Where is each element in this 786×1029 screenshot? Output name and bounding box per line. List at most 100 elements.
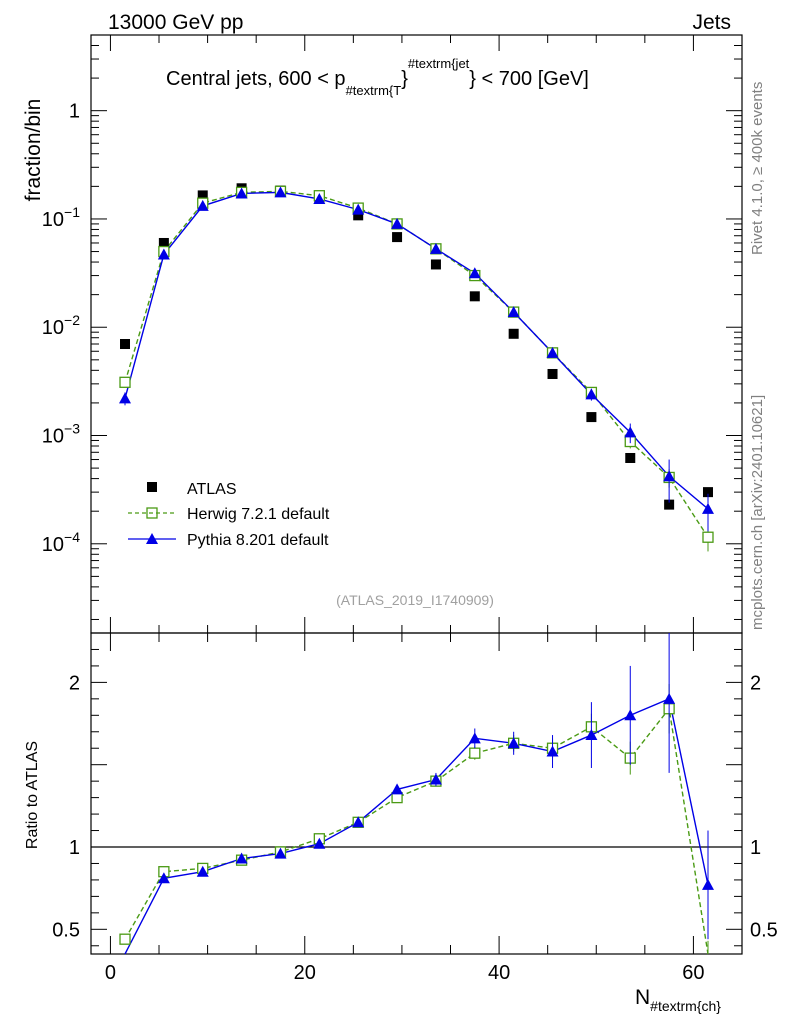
ratio-pythia-point xyxy=(507,737,520,749)
ratio-pythia-point xyxy=(624,709,637,721)
main-atlas-point xyxy=(120,339,131,350)
ratio-herwig-point xyxy=(119,933,131,945)
main-y-axis-label: fraction/bin xyxy=(22,99,45,202)
main-pythia-point xyxy=(313,192,326,204)
ratio-axis-ticks xyxy=(91,632,742,954)
main-pythia-point xyxy=(701,502,714,514)
side-label-rivet: Rivet 4.1.0, ≥ 400k events xyxy=(749,82,766,255)
main-atlas-point xyxy=(469,291,480,302)
main-pythia-point xyxy=(352,203,365,215)
main-atlas-point xyxy=(430,259,441,270)
ratio-pythia-point xyxy=(157,872,170,884)
main-pythia-point xyxy=(235,187,248,199)
main-y-tick-label: 10−3 xyxy=(42,421,80,448)
ratio-pythia-point xyxy=(391,783,404,795)
main-pythia-point xyxy=(546,346,559,358)
ratio-pythia-point xyxy=(663,692,676,704)
ratio-y-tick-labels-right: 0.5 1 2 xyxy=(750,672,778,941)
main-herwig-point xyxy=(702,531,714,543)
legend-atlas-marker xyxy=(147,482,157,492)
ratio-x-tick-label: 20 xyxy=(294,962,316,984)
main-y-tick-label: 10−2 xyxy=(42,312,80,339)
main-pythia-point xyxy=(196,199,209,211)
ratio-herwig-point xyxy=(469,747,481,759)
header-right-label: Jets xyxy=(692,11,731,34)
main-pythia-point xyxy=(391,217,404,229)
ratio-pythia-line xyxy=(124,697,709,955)
ratio-pythia-point xyxy=(429,773,442,785)
ratio-series-layer xyxy=(119,633,714,955)
main-atlas-point xyxy=(158,237,169,248)
main-atlas-point xyxy=(392,232,403,243)
main-pythia-point xyxy=(624,426,637,438)
main-pythia-point xyxy=(663,470,676,482)
ratio-y-tick-label-right: 2 xyxy=(750,672,761,694)
main-axis-ticks xyxy=(91,34,742,633)
ratio-y-tick-label: 0.5 xyxy=(52,919,80,941)
main-atlas-point xyxy=(586,412,597,423)
main-series-layer xyxy=(119,183,714,552)
legend-atlas-label: ATLAS xyxy=(187,481,237,498)
ratio-pythia-point xyxy=(352,816,365,828)
main-y-tick-mantissa: 10 xyxy=(42,426,64,448)
ratio-pythia-point xyxy=(274,847,287,859)
ratio-herwig-line xyxy=(124,707,709,955)
side-label-mcplots: mcplots.cern.ch [arXiv:2401.10621] xyxy=(749,395,766,630)
main-y-tick-label: 10−1 xyxy=(42,204,80,231)
main-y-tick-label: 10−4 xyxy=(42,529,80,556)
main-atlas-point xyxy=(197,190,208,201)
ratio-x-tick-label: 40 xyxy=(488,962,510,984)
main-atlas-point xyxy=(547,368,558,379)
main-pythia-point xyxy=(468,267,481,279)
main-y-tick-exponent: −3 xyxy=(64,421,80,437)
main-y-tick-mantissa: 10 xyxy=(42,534,64,556)
main-y-tick-mantissa: 10 xyxy=(42,209,64,231)
main-pythia-point xyxy=(274,186,287,198)
ratio-x-tick-label: 0 xyxy=(105,962,116,984)
ratio-y-axis-label: Ratio to ATLAS xyxy=(24,741,41,849)
ratio-x-tick-labels: 0 20 40 60 xyxy=(105,962,705,984)
ratio-pythia-point xyxy=(585,729,598,741)
ratio-x-tick-label: 60 xyxy=(682,962,704,984)
ratio-pythia-point xyxy=(313,837,326,849)
main-atlas-point xyxy=(664,499,675,510)
main-atlas-point xyxy=(353,210,364,221)
main-title: Central jets, 600 < p#textrm{T}#textrm{j… xyxy=(166,56,589,98)
ratio-y-tick-labels-left: 0.5 1 2 xyxy=(52,672,80,941)
main-y-tick-exponent: −2 xyxy=(64,312,80,328)
main-pythia-point xyxy=(507,306,520,318)
main-y-tick-label: 1 xyxy=(69,101,80,123)
main-y-tick-mantissa: 1 xyxy=(69,101,80,123)
main-y-tick-mantissa: 10 xyxy=(42,317,64,339)
main-atlas-point xyxy=(508,328,519,339)
ratio-pythia-point xyxy=(468,732,481,744)
main-pythia-point xyxy=(429,242,442,254)
legend-herwig-label: Herwig 7.2.1 default xyxy=(187,506,330,523)
main-pythia-point xyxy=(157,248,170,260)
main-herwig-line xyxy=(124,190,709,538)
legend-pythia-label: Pythia 8.201 default xyxy=(187,532,329,549)
main-y-tick-exponent: −4 xyxy=(64,529,80,545)
main-atlas-point xyxy=(702,487,713,498)
ratio-pythia-point xyxy=(546,745,559,757)
legend: ATLAS Herwig 7.2.1 default Pythia 8.201 … xyxy=(128,481,330,549)
ratio-plot-frame xyxy=(90,632,743,955)
x-axis-label: N#textrm{ch} xyxy=(635,986,721,1014)
ratio-y-tick-label-right: 0.5 xyxy=(750,919,778,941)
main-y-tick-exponent: −1 xyxy=(64,204,80,220)
legend-pythia-marker xyxy=(146,533,158,544)
ratio-pythia-point xyxy=(701,878,714,890)
ratio-y-tick-label: 2 xyxy=(69,672,80,694)
legend-herwig-marker xyxy=(146,507,158,519)
ratio-y-tick-label: 1 xyxy=(69,837,80,859)
ratio-pythia-point xyxy=(235,852,248,864)
ratio-pythia-point xyxy=(196,865,209,877)
analysis-watermark: (ATLAS_2019_I1740909) xyxy=(336,592,494,608)
ratio-y-tick-label-right: 1 xyxy=(750,837,761,859)
main-atlas-point xyxy=(625,452,636,463)
main-herwig-point xyxy=(119,376,131,388)
main-y-tick-labels: 110−110−210−310−4 xyxy=(42,101,80,556)
main-pythia-point xyxy=(585,388,598,400)
